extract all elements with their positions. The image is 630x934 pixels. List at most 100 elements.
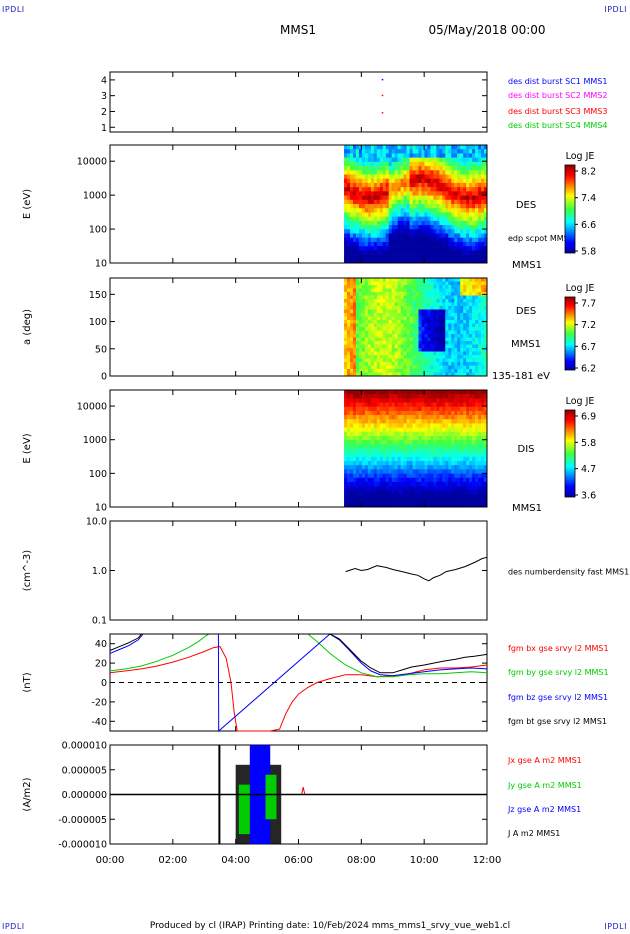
heatmap-cell [400, 494, 404, 499]
heatmap-cell [373, 320, 378, 324]
heatmap-cell [463, 153, 467, 158]
heatmap-cell [350, 166, 354, 171]
heatmap-cell [409, 435, 413, 441]
heatmap-cell [445, 415, 449, 420]
heatmap-cell [415, 191, 419, 196]
heatmap-cell [412, 281, 416, 286]
heatmap-cell [442, 204, 446, 209]
heatmap-cell [361, 365, 366, 370]
heatmap-cell [388, 341, 392, 345]
heatmap-cell [433, 365, 437, 370]
heatmap-cell [367, 208, 372, 213]
heatmap-cell [382, 220, 387, 226]
heatmap-cell [391, 423, 395, 428]
heatmap-cell [403, 316, 407, 321]
heatmap-cell [451, 178, 455, 184]
heatmap-cell [457, 334, 461, 338]
heatmap-cell [391, 461, 395, 466]
heatmap-cell [344, 295, 348, 300]
heatmap-cell [388, 444, 392, 449]
series-label: fgm bx gse srvy l2 MMS1 [508, 644, 609, 653]
heatmap-cell [481, 212, 485, 217]
heatmap-cell [397, 316, 401, 321]
heatmap-cell [427, 299, 431, 303]
heatmap-cell [415, 444, 419, 449]
heatmap-cell [403, 486, 407, 491]
heatmap-cell [481, 170, 485, 175]
heatmap-cell [361, 313, 366, 317]
heatmap-cell [397, 355, 401, 359]
heatmap-cell [427, 334, 431, 338]
heatmap-cell [364, 431, 369, 437]
heatmap-cell [445, 316, 449, 321]
heatmap-cell [403, 204, 407, 209]
heatmap-cell [424, 448, 428, 453]
heatmap-cell [409, 481, 413, 487]
heatmap-cell [418, 216, 422, 222]
heatmap-cell [344, 435, 348, 441]
heatmap-cell [430, 288, 434, 293]
heatmap-cell [382, 406, 387, 412]
heatmap-cell [344, 390, 348, 395]
heatmap-cell [367, 390, 372, 395]
heatmap-cell [433, 461, 437, 466]
heatmap-cell [463, 187, 467, 192]
heatmap-cell [436, 469, 440, 474]
heatmap-cell [451, 220, 455, 226]
heatmap-cell [344, 149, 348, 154]
heatmap-cell [403, 410, 407, 416]
heatmap-cell [424, 494, 428, 499]
heatmap-cell [427, 174, 431, 180]
heatmap-cell [347, 178, 351, 184]
heatmap-cell [469, 225, 473, 230]
heatmap-cell [364, 456, 369, 462]
heatmap-cell [466, 149, 470, 154]
heatmap-cell [370, 208, 375, 213]
heatmap-cell [415, 309, 419, 314]
series-label: fgm bz gse srvy l2 MMS1 [508, 693, 608, 702]
heatmap-cell [382, 355, 387, 359]
heatmap-cell [466, 187, 470, 192]
heatmap-cell [436, 448, 440, 453]
heatmap-cell [421, 278, 425, 282]
heatmap-cell [352, 309, 357, 314]
heatmap-cell [367, 316, 372, 321]
heatmap-cell [445, 233, 449, 239]
heatmap-cell [379, 299, 384, 303]
heatmap-cell [397, 402, 401, 408]
heatmap-cell [403, 178, 407, 184]
heatmap-cell [350, 170, 354, 175]
heatmap-cell [397, 435, 401, 441]
heatmap-cell [391, 337, 395, 342]
heatmap-cell [382, 295, 387, 300]
heatmap-cell [439, 237, 443, 243]
heatmap-cell [350, 494, 354, 499]
heatmap-cell [355, 477, 360, 483]
heatmap-cell [436, 250, 440, 255]
heatmap-cell [361, 348, 366, 352]
heatmap-cell [394, 498, 398, 504]
heatmap-cell [373, 246, 378, 251]
heatmap-cell [439, 302, 443, 307]
heatmap-cell [460, 208, 464, 213]
heatmap-cell [457, 402, 461, 408]
heatmap-cell [347, 415, 351, 420]
heatmap-cell [445, 157, 449, 163]
heatmap-cell [347, 233, 351, 239]
heatmap-cell [436, 502, 440, 508]
heatmap-cell [466, 390, 470, 395]
heatmap-cell [451, 406, 455, 412]
heatmap-cell [463, 241, 467, 247]
heatmap-cell [385, 316, 390, 321]
heatmap-cell [472, 285, 476, 289]
heatmap-cell [469, 216, 473, 222]
heatmap-cell [475, 452, 479, 458]
heatmap-cell [403, 334, 407, 338]
heatmap-cell [412, 402, 416, 408]
heatmap-cell [478, 306, 482, 310]
heatmap-cell [400, 490, 404, 495]
heatmap-cell [436, 423, 440, 428]
heatmap-cell [355, 302, 360, 307]
heatmap-cell [469, 341, 473, 345]
heatmap-cell [350, 208, 354, 213]
